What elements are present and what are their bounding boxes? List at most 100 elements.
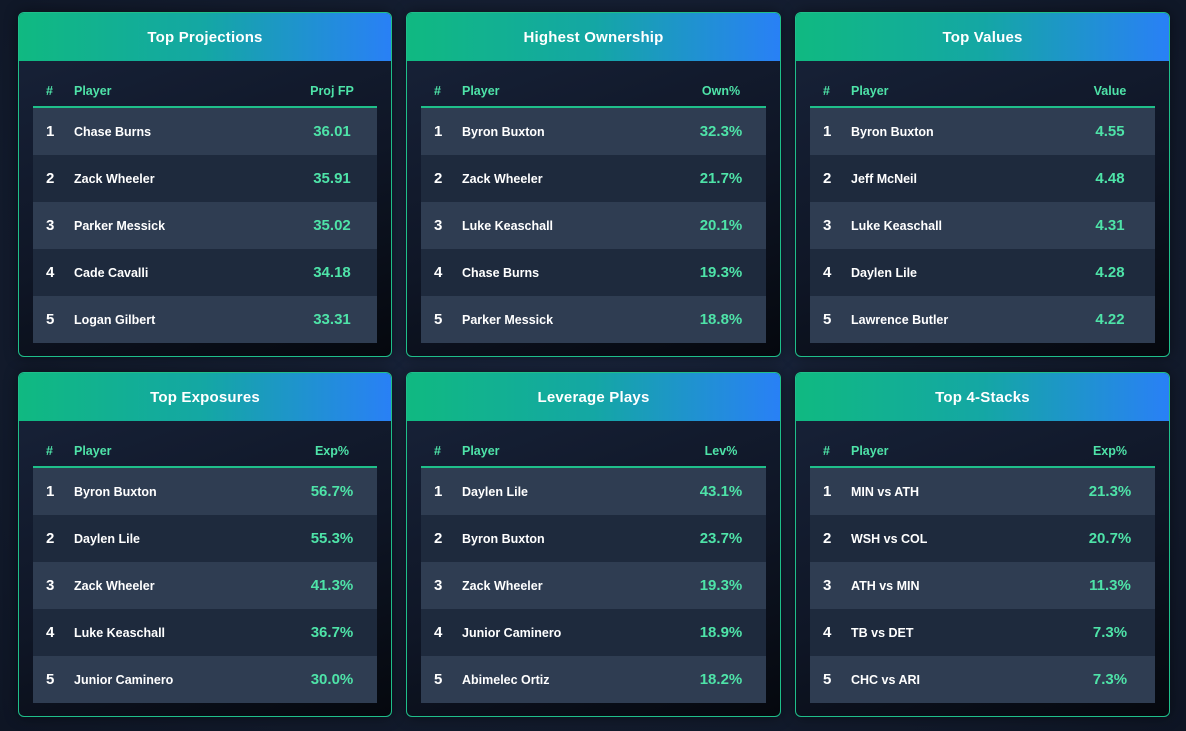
row-player: Junior Caminero [74, 672, 174, 687]
row-value: 21.7% [699, 170, 743, 187]
table-row: 4 TB vs DET 7.3% [810, 609, 1155, 656]
row-value: 36.01 [313, 123, 351, 140]
row-rank: 3 [823, 577, 832, 594]
row-rank: 1 [434, 483, 443, 500]
column-header-player: Player [851, 83, 889, 98]
column-header-player: Player [851, 443, 889, 458]
row-value: 4.22 [1095, 311, 1125, 328]
table-header: # Player Value [810, 75, 1155, 108]
table-row: 4 Junior Caminero 18.9% [421, 609, 766, 656]
table-row: 2 Daylen Lile 55.3% [33, 515, 377, 562]
table-body: 1 Chase Burns 36.01 2 Zack Wheeler 35.91 3 Pa… [33, 108, 377, 343]
row-value: 4.48 [1095, 170, 1125, 187]
table-row: 3 Luke Keaschall 4.31 [810, 202, 1155, 249]
row-player: TB vs DET [851, 625, 914, 640]
panel-title: Top Projections [19, 13, 391, 61]
row-player: ATH vs MIN [851, 578, 920, 593]
row-rank: 2 [434, 530, 443, 547]
row-player: Logan Gilbert [74, 312, 156, 327]
column-header-player: Player [462, 443, 500, 458]
row-rank: 1 [46, 483, 55, 500]
row-rank: 5 [434, 671, 443, 688]
row-player: CHC vs ARI [851, 672, 920, 687]
row-player: Byron Buxton [851, 124, 934, 139]
row-player: Chase Burns [74, 124, 152, 139]
row-player: Parker Messick [462, 312, 554, 327]
panel-title: Highest Ownership [407, 13, 780, 61]
table-body: 1 Byron Buxton 56.7% 2 Daylen Lile 55.3% 3 Za… [33, 468, 377, 703]
table-row: 2 WSH vs COL 20.7% [810, 515, 1155, 562]
table-row: 5 Parker Messick 18.8% [421, 296, 766, 343]
row-player: Abimelec Ortiz [462, 672, 550, 687]
row-rank: 2 [434, 170, 443, 187]
row-rank: 5 [823, 671, 832, 688]
table-row: 5 Abimelec Ortiz 18.2% [421, 656, 766, 703]
row-player: Lawrence Butler [851, 312, 949, 327]
panel-leverage-plays: Leverage Plays # Player Lev% 1 Daylen Lil… [406, 372, 781, 717]
panel-table: # Player Own% 1 Byron Buxton 32.3% 2 Zack W… [421, 75, 766, 343]
row-rank: 2 [823, 170, 832, 187]
row-value: 7.3% [1092, 671, 1128, 688]
row-value: 32.3% [699, 123, 743, 140]
table-row: 2 Zack Wheeler 35.91 [33, 155, 377, 202]
row-player: Byron Buxton [74, 484, 157, 499]
table-row: 2 Byron Buxton 23.7% [421, 515, 766, 562]
row-value: 19.3% [699, 264, 743, 281]
panel-table: # Player Proj FP 1 Chase Burns 36.01 2 Zack… [33, 75, 377, 343]
table-header: # Player Lev% [421, 435, 766, 468]
row-value: 23.7% [699, 530, 743, 547]
panel-top-exposures: Top Exposures # Player Exp% 1 Byron Buxto… [18, 372, 392, 717]
row-player: Zack Wheeler [74, 578, 155, 593]
table-body: 1 Byron Buxton 4.55 2 Jeff McNeil 4.48 3 Luke… [810, 108, 1155, 343]
column-header-value: Proj FP [310, 83, 354, 98]
row-value: 18.2% [699, 671, 743, 688]
panel-table: # Player Lev% 1 Daylen Lile 43.1% 2 Byron B… [421, 435, 766, 703]
panel-top-values: Top Values # Player Value 1 Byron Buxton 4… [795, 12, 1170, 357]
panel-title: Top 4-Stacks [796, 373, 1169, 421]
row-value: 35.91 [313, 170, 351, 187]
panel-title: Leverage Plays [407, 373, 780, 421]
row-player: Chase Burns [462, 265, 540, 280]
column-header-value: Exp% [314, 443, 350, 458]
column-header-rank: # [434, 443, 441, 458]
column-header-value: Lev% [704, 443, 738, 458]
table-row: 5 Junior Caminero 30.0% [33, 656, 377, 703]
row-value: 33.31 [313, 311, 351, 328]
row-player: MIN vs ATH [851, 484, 920, 499]
row-player: Zack Wheeler [74, 171, 155, 186]
column-header-value: Own% [701, 83, 741, 98]
row-rank: 1 [434, 123, 443, 140]
table-row: 5 Lawrence Butler 4.22 [810, 296, 1155, 343]
column-header-value: Value [1093, 83, 1127, 98]
column-header-rank: # [434, 83, 441, 98]
column-header-value: Exp% [1092, 443, 1128, 458]
table-row: 3 Luke Keaschall 20.1% [421, 202, 766, 249]
table-row: 3 Zack Wheeler 41.3% [33, 562, 377, 609]
row-rank: 2 [823, 530, 832, 547]
row-rank: 1 [823, 123, 832, 140]
row-rank: 4 [823, 264, 832, 281]
row-rank: 3 [46, 217, 55, 234]
panel-title: Top Values [796, 13, 1169, 61]
row-rank: 4 [434, 264, 443, 281]
table-row: 1 Chase Burns 36.01 [33, 108, 377, 155]
row-value: 19.3% [699, 577, 743, 594]
row-value: 7.3% [1092, 624, 1128, 641]
table-body: 1 MIN vs ATH 21.3% 2 WSH vs COL 20.7% 3 ATH v… [810, 468, 1155, 703]
table-row: 4 Cade Cavalli 34.18 [33, 249, 377, 296]
table-row: 4 Daylen Lile 4.28 [810, 249, 1155, 296]
table-header: # Player Proj FP [33, 75, 377, 108]
row-player: Daylen Lile [74, 531, 140, 546]
row-value: 56.7% [310, 483, 354, 500]
row-player: Jeff McNeil [851, 171, 917, 186]
row-rank: 5 [823, 311, 832, 328]
column-header-player: Player [74, 83, 112, 98]
row-player: Luke Keaschall [851, 218, 943, 233]
row-value: 34.18 [313, 264, 351, 281]
row-rank: 3 [434, 577, 443, 594]
column-header-player: Player [462, 83, 500, 98]
row-value: 35.02 [313, 217, 351, 234]
row-player: Byron Buxton [462, 531, 545, 546]
row-player: Daylen Lile [851, 265, 917, 280]
table-header: # Player Exp% [810, 435, 1155, 468]
